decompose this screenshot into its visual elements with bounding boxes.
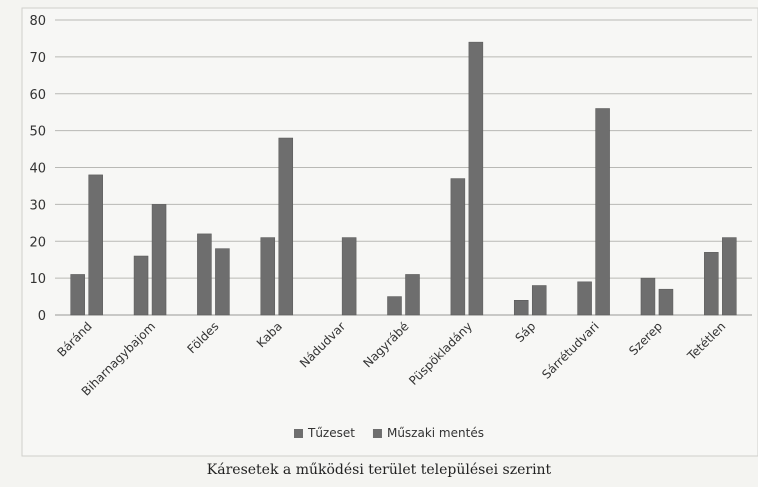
- bar-tuzeset: [450, 178, 466, 316]
- gridlines: [55, 19, 752, 316]
- legend-swatch: [372, 429, 382, 438]
- bar-muszaki-mentes: [341, 237, 357, 316]
- bar-muszaki-mentes: [88, 174, 103, 316]
- bar-muszaki-mentes: [151, 204, 167, 316]
- y-tick-label: 80: [29, 14, 46, 29]
- bar-tuzeset: [640, 277, 656, 316]
- bar-tuzeset: [133, 255, 149, 316]
- bars: [70, 41, 737, 316]
- bar-muszaki-mentes: [595, 108, 610, 316]
- y-tick-label: 60: [29, 88, 46, 103]
- y-tick-label: 20: [29, 235, 46, 250]
- bar-tuzeset: [513, 300, 529, 316]
- bar-tuzeset: [577, 281, 592, 316]
- bar-muszaki-mentes: [658, 288, 674, 316]
- y-axis-ticks: 0 10 20 30 40 50 60 70 80: [29, 14, 46, 324]
- chart-frame: [21, 7, 758, 457]
- bar-muszaki-mentes: [468, 41, 484, 316]
- legend-label: Tűzeset: [307, 426, 355, 440]
- bar-muszaki-mentes: [722, 237, 737, 316]
- bar-tuzeset: [197, 233, 212, 316]
- bar-muszaki-mentes: [215, 248, 230, 316]
- legend: Tűzeset Műszaki mentés: [294, 426, 484, 440]
- y-tick-label: 30: [29, 198, 46, 213]
- bar-muszaki-mentes: [278, 137, 294, 316]
- legend-swatch: [294, 429, 303, 438]
- y-tick-label: 40: [29, 162, 46, 177]
- y-tick-label: 10: [29, 272, 46, 287]
- bar-tuzeset: [260, 237, 276, 316]
- y-tick-label: 0: [38, 309, 46, 324]
- chart-caption: Káresetek a működési terület települései…: [206, 462, 552, 478]
- y-tick-label: 50: [29, 125, 46, 140]
- bar-tuzeset: [387, 296, 402, 316]
- bar-muszaki-mentes: [405, 274, 420, 316]
- bar-tuzeset: [704, 252, 719, 316]
- bar-muszaki-mentes: [531, 285, 547, 316]
- legend-label: Műszaki mentés: [387, 426, 484, 440]
- y-tick-label: 70: [29, 51, 46, 66]
- bar-tuzeset: [70, 274, 85, 316]
